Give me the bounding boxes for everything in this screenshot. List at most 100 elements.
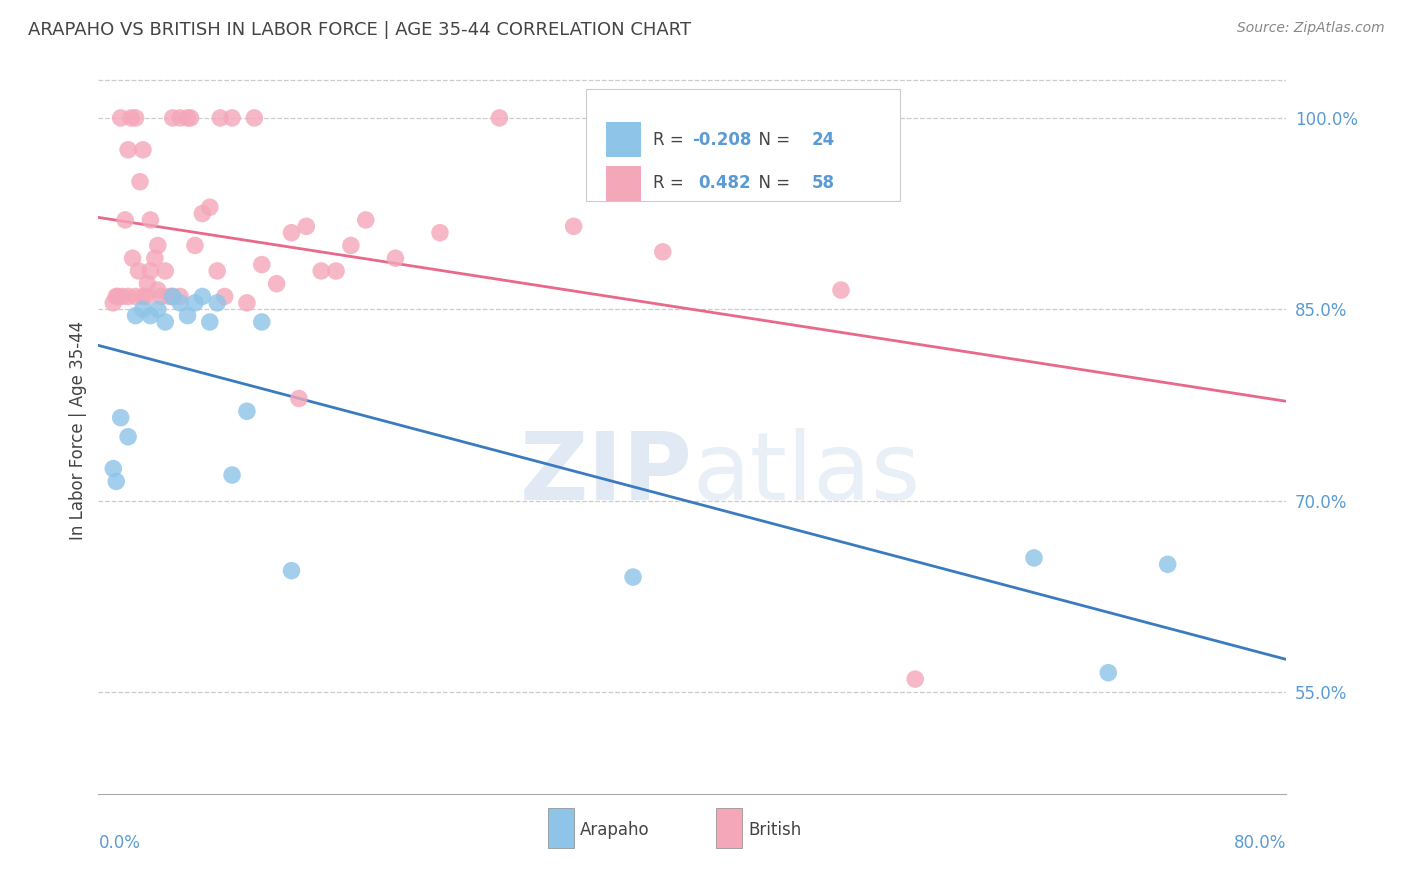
Text: 0.0%: 0.0% (98, 834, 141, 852)
Point (741, 161, 763, 176)
Point (191, 206, 214, 220)
Point (103, 461, 125, 475)
Point (129, 175, 152, 189)
Point (191, 289, 214, 303)
Point (288, 392, 311, 406)
Point (114, 213, 136, 227)
Point (169, 111, 191, 125)
Point (209, 111, 232, 125)
Point (340, 238, 363, 252)
Point (429, 226, 451, 240)
Text: Arapaho: Arapaho (579, 822, 650, 839)
Point (207, 264, 229, 278)
Point (146, 283, 169, 297)
Point (117, 143, 139, 157)
Point (207, 296, 229, 310)
Text: British: British (748, 822, 801, 839)
Text: ZIP: ZIP (520, 428, 692, 520)
Point (146, 238, 169, 252)
Point (136, 277, 159, 291)
Point (198, 200, 221, 214)
Point (117, 430, 139, 444)
Point (904, 672, 927, 686)
Point (354, 213, 377, 227)
Point (309, 264, 332, 278)
Point (149, 289, 172, 303)
Text: 80.0%: 80.0% (1234, 834, 1286, 852)
Point (176, 111, 198, 125)
Point (184, 238, 207, 252)
Point (1097, 665, 1119, 680)
Point (105, 289, 128, 303)
Bar (547, 808, 574, 848)
Point (143, 251, 166, 265)
Point (176, 309, 198, 323)
Bar (606, 122, 641, 157)
Point (146, 302, 169, 317)
Point (135, 289, 157, 303)
Point (103, 296, 125, 310)
Point (214, 289, 236, 303)
Point (651, 244, 673, 259)
Point (280, 564, 302, 578)
Point (169, 289, 191, 303)
Point (184, 296, 207, 310)
Point (384, 251, 406, 265)
Text: N =: N = (748, 174, 796, 192)
Point (250, 258, 273, 272)
Point (117, 289, 139, 303)
Point (139, 264, 162, 278)
Point (107, 289, 129, 303)
Point (198, 315, 221, 329)
Point (162, 111, 184, 125)
Point (120, 111, 142, 125)
Text: R =: R = (654, 174, 695, 192)
Point (250, 315, 273, 329)
Text: atlas: atlas (692, 428, 921, 520)
Point (179, 111, 201, 125)
Text: Source: ZipAtlas.com: Source: ZipAtlas.com (1237, 21, 1385, 35)
Point (243, 111, 266, 125)
Point (295, 219, 318, 234)
Text: -0.208: -0.208 (692, 130, 752, 149)
Point (562, 219, 585, 234)
Text: R =: R = (654, 130, 689, 149)
Point (830, 283, 852, 297)
Point (221, 111, 243, 125)
Point (155, 315, 177, 329)
Point (124, 289, 146, 303)
Point (162, 289, 184, 303)
Text: 24: 24 (811, 130, 835, 149)
Text: ARAPAHO VS BRITISH IN LABOR FORCE | AGE 35-44 CORRELATION CHART: ARAPAHO VS BRITISH IN LABOR FORCE | AGE … (28, 21, 692, 38)
Point (325, 264, 347, 278)
Point (139, 213, 162, 227)
Bar (606, 166, 641, 201)
Text: N =: N = (748, 130, 796, 149)
Point (124, 309, 146, 323)
FancyBboxPatch shape (585, 88, 900, 202)
Point (132, 289, 155, 303)
Point (236, 404, 259, 418)
Point (132, 302, 155, 317)
Point (159, 289, 181, 303)
Point (169, 296, 191, 310)
Point (221, 468, 243, 483)
Point (266, 277, 288, 291)
Point (280, 226, 302, 240)
Point (1156, 558, 1178, 572)
Point (132, 143, 155, 157)
Point (110, 111, 132, 125)
Point (111, 289, 134, 303)
Text: 0.482: 0.482 (699, 174, 751, 192)
Point (124, 111, 146, 125)
Point (155, 264, 177, 278)
Bar (716, 808, 742, 848)
Point (162, 289, 184, 303)
Point (105, 475, 128, 489)
Y-axis label: In Labor Force | Age 35-44: In Labor Force | Age 35-44 (69, 321, 87, 540)
Point (621, 570, 644, 584)
Point (110, 410, 132, 425)
Text: 58: 58 (811, 174, 834, 192)
Point (128, 264, 150, 278)
Point (488, 111, 510, 125)
